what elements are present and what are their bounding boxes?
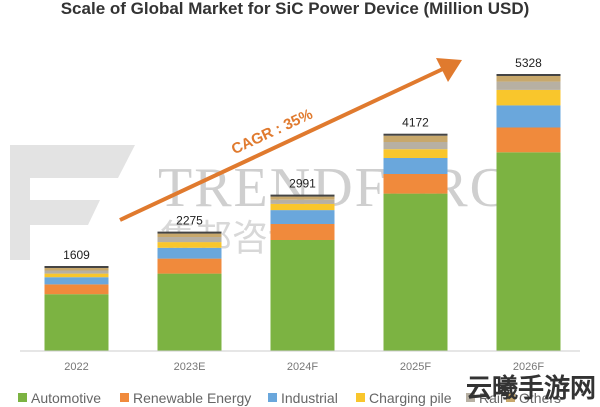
bar-segment-2023E-others xyxy=(157,233,222,237)
legend-swatch xyxy=(356,393,365,402)
bar-segment-2024F-automotive xyxy=(270,240,335,351)
bar-segment-2023E-automotive xyxy=(157,273,222,351)
legend-item-automotive: Automotive xyxy=(18,390,101,406)
bar-segment-2026F-automotive xyxy=(496,152,561,351)
legend-swatch xyxy=(18,393,27,402)
bar-segment-2023E-rail xyxy=(157,236,222,243)
x-tick-2024F: 2024F xyxy=(287,361,318,373)
total-label-2022: 1609 xyxy=(63,248,90,262)
bar-segment-2025F-others xyxy=(383,135,448,142)
bars xyxy=(44,74,561,351)
bar-segment-2024F-industrial xyxy=(270,210,335,224)
bar-segment-2025F-automotive xyxy=(383,193,448,351)
bar-cap-2022 xyxy=(44,266,109,268)
bar-segment-2024F-others xyxy=(270,196,335,200)
bar-segment-2024F-renewable-energy xyxy=(270,224,335,240)
total-label-2024F: 2991 xyxy=(289,177,316,191)
bar-segment-2026F-rail xyxy=(496,81,561,90)
bar-segment-2022-rail xyxy=(44,270,109,274)
total-labels: 1609 2275 2991 4172 5328 xyxy=(63,56,542,262)
total-label-2025F: 4172 xyxy=(402,116,429,130)
legend-item-charging-pile: Charging pile xyxy=(356,390,452,406)
bar-segment-2026F-others xyxy=(496,76,561,82)
corner-watermark: 云曦手游网 xyxy=(466,374,596,404)
bar-segment-2024F-charging-pile xyxy=(270,203,335,211)
legend-label: Others xyxy=(519,390,561,406)
cagr-arrow-head-icon xyxy=(436,58,462,82)
bar-cap-2025F xyxy=(383,133,448,136)
legend-swatch xyxy=(268,393,277,402)
bar-segment-2026F-renewable-energy xyxy=(496,127,561,153)
x-tick-2025F: 2025F xyxy=(400,361,431,373)
legend-label: Renewable Energy xyxy=(133,390,251,406)
bar-segment-2025F-rail xyxy=(383,142,448,150)
legend-item-rail: Rail xyxy=(466,390,503,406)
bar-cap-2026F xyxy=(496,74,561,76)
chart-title: Scale of Global Market for SiC Power Dev… xyxy=(61,0,530,18)
bar-segment-2026F-industrial xyxy=(496,105,561,128)
bar-segment-2025F-industrial xyxy=(383,158,448,174)
watermark-logo-icon xyxy=(10,145,135,260)
bar-segment-2022-automotive xyxy=(44,294,109,351)
legend-label: Automotive xyxy=(31,390,101,406)
legend-item-others: Others xyxy=(506,390,561,406)
legend-swatch xyxy=(506,393,515,402)
bar-segment-2022-renewable-energy xyxy=(44,284,109,295)
legend: Automotive Renewable Energy Industrial Char… xyxy=(18,390,561,406)
x-tick-2023E: 2023E xyxy=(174,361,206,373)
legend-swatch xyxy=(466,393,475,402)
bar-cap-2024F xyxy=(270,194,335,197)
bar-segment-2022-others xyxy=(44,268,109,271)
bar-segment-2023E-industrial xyxy=(157,247,222,259)
bar-segment-2022-charging-pile xyxy=(44,273,109,278)
total-label-2023E: 2275 xyxy=(176,214,203,228)
bar-segment-2026F-charging-pile xyxy=(496,89,561,106)
total-label-2026F: 5328 xyxy=(515,56,542,70)
legend-item-industrial: Industrial xyxy=(268,390,338,406)
legend-item-renewable-energy: Renewable Energy xyxy=(120,390,251,406)
bar-segment-2025F-charging-pile xyxy=(383,149,448,158)
bar-segment-2024F-rail xyxy=(270,199,335,204)
legend-label: Industrial xyxy=(281,390,338,406)
bar-segment-2025F-renewable-energy xyxy=(383,174,448,194)
bar-cap-2023E xyxy=(157,231,222,234)
legend-label: Charging pile xyxy=(369,390,452,406)
x-tick-2022: 2022 xyxy=(64,361,88,373)
bar-segment-2022-industrial xyxy=(44,277,109,285)
watermark-brand: TRENDFORCE xyxy=(158,157,545,219)
bar-segment-2023E-renewable-energy xyxy=(157,258,222,274)
x-tick-2026F: 2026F xyxy=(513,361,544,373)
legend-label: Rail xyxy=(479,390,503,406)
legend-swatch xyxy=(120,393,129,402)
x-tick-labels: 2022 2023E 2024F 2025F 2026F xyxy=(64,361,544,373)
bar-segment-2023E-charging-pile xyxy=(157,242,222,248)
cagr-arrow-line xyxy=(119,66,446,222)
